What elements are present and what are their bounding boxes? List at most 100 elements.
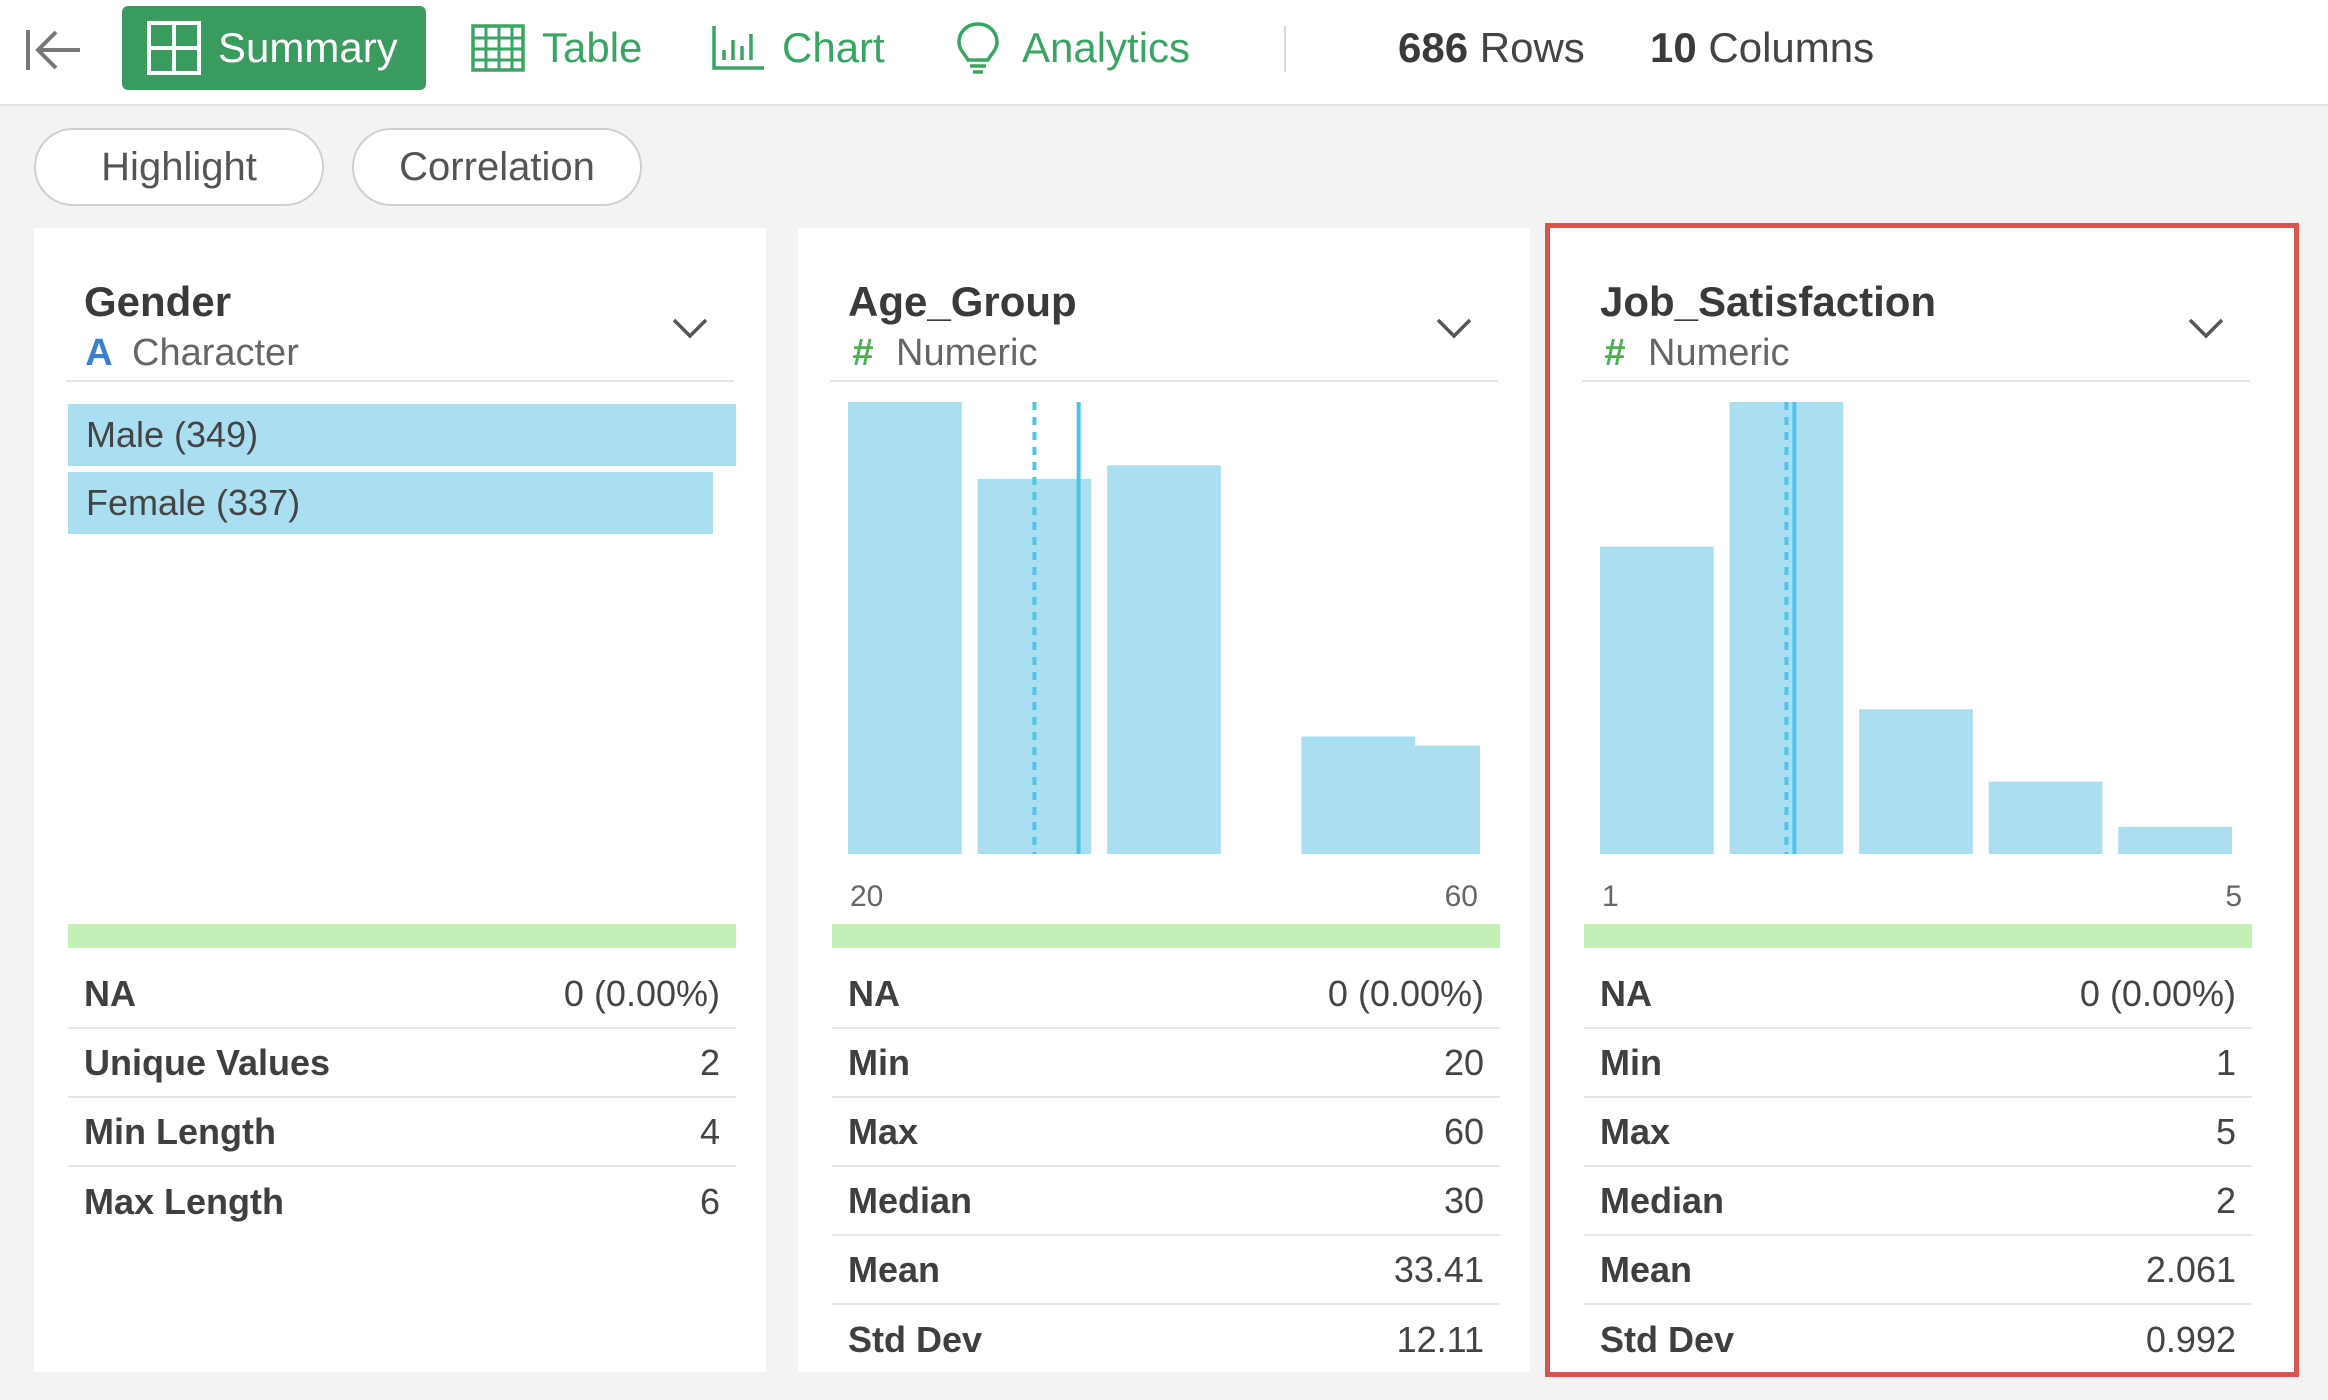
column-count-label: Columns — [1708, 24, 1875, 71]
stat-value: 2.061 — [2145, 1248, 2236, 1290]
stat-row-na: NA 0 (0.00%) — [68, 960, 736, 1029]
stats-table: NA 0 (0.00%) Min 20 Max 60 Median 30 Mea… — [832, 960, 1500, 1374]
tab-chart-label: Chart — [782, 24, 885, 71]
valid-values-bar — [832, 924, 1500, 948]
stat-row-min-length: Min Length 4 — [68, 1098, 736, 1167]
toolbar-divider — [1284, 26, 1286, 72]
stat-key: NA — [84, 972, 136, 1014]
stat-row-unique-values: Unique Values 2 — [68, 1029, 736, 1098]
column-card-age-group: Age_Group # Numeric 20 60 NA 0 (0.00%) M… — [798, 228, 1530, 1372]
stat-key: Mean — [848, 1248, 941, 1290]
character-type-icon: A — [85, 332, 113, 374]
stat-row-max: Max 5 — [1584, 1098, 2252, 1167]
column-type-label: Numeric — [896, 332, 1038, 374]
axis-max-label: 60 — [1444, 880, 1478, 913]
stat-row-mean: Mean 2.061 — [1584, 1236, 2252, 1305]
stat-key: NA — [1600, 972, 1652, 1014]
valid-values-bar — [68, 924, 736, 948]
stat-row-min: Min 1 — [1584, 1029, 2252, 1098]
stat-row-median: Median 2 — [1584, 1167, 2252, 1236]
histogram-bar[interactable] — [2118, 826, 2232, 854]
tab-analytics-label: Analytics — [1022, 24, 1191, 71]
axis-min-label: 1 — [1602, 880, 1619, 913]
highlight-button-label: Highlight — [101, 144, 257, 189]
category-bar-female[interactable]: Female (337) — [68, 472, 714, 534]
column-count: 10 Columns — [1650, 24, 1874, 72]
collapse-left-icon[interactable] — [22, 22, 86, 78]
column-type-label: Character — [132, 332, 299, 374]
row-count: 686 Rows — [1398, 24, 1585, 72]
stat-row-std-dev: Std Dev 0.992 — [1584, 1305, 2252, 1374]
card-header: Gender A Character — [66, 250, 734, 382]
stat-value: 20 — [1443, 1041, 1484, 1083]
histogram-bar[interactable] — [1366, 745, 1480, 854]
histogram — [1582, 392, 2250, 862]
top-toolbar: Summary Table Chart — [0, 0, 2328, 106]
stat-key: Median — [848, 1179, 973, 1221]
valid-values-bar — [1584, 924, 2252, 948]
tab-analytics[interactable]: Analytics — [950, 6, 1190, 90]
column-card-gender: Gender A Character Male (349) Female (33… — [34, 228, 766, 1372]
tab-summary[interactable]: Summary — [122, 6, 426, 90]
chevron-down-icon[interactable] — [2186, 312, 2226, 342]
column-type-label: Numeric — [1648, 332, 1790, 374]
stat-row-std-dev: Std Dev 12.11 — [832, 1305, 1500, 1374]
stat-key: Min Length — [84, 1110, 276, 1152]
histogram-bar[interactable] — [1859, 709, 1973, 854]
tab-chart[interactable]: Chart — [710, 6, 885, 90]
bar-chart-icon — [710, 20, 766, 76]
histogram — [830, 392, 1498, 862]
correlation-button[interactable]: Correlation — [352, 128, 642, 206]
stat-value: 0 (0.00%) — [2079, 972, 2236, 1014]
column-name: Gender — [84, 278, 232, 325]
stat-value: 1 — [2215, 1041, 2236, 1083]
column-type: A Character — [84, 332, 299, 375]
stat-value: 5 — [2215, 1110, 2236, 1152]
axis-max-label: 5 — [2225, 880, 2242, 913]
column-name: Job_Satisfaction — [1600, 278, 1937, 325]
column-card-job-satisfaction[interactable]: Job_Satisfaction # Numeric 1 5 NA 0 (0.0… — [1545, 223, 2299, 1377]
stat-row-na: NA 0 (0.00%) — [1584, 960, 2252, 1029]
stat-value: 0 (0.00%) — [563, 972, 720, 1014]
histogram-bar[interactable] — [1988, 781, 2103, 854]
stat-key: Unique Values — [84, 1041, 331, 1083]
tab-table[interactable]: Table — [470, 6, 642, 90]
histogram-svg — [1600, 402, 2232, 854]
stat-key: Max Length — [84, 1180, 285, 1222]
stat-key: Std Dev — [848, 1318, 983, 1360]
chevron-down-icon[interactable] — [670, 312, 710, 342]
column-type: # Numeric — [848, 332, 1037, 375]
highlight-button[interactable]: Highlight — [34, 128, 324, 206]
histogram-bar[interactable] — [1107, 465, 1221, 854]
column-type: # Numeric — [1600, 332, 1789, 375]
summary-grid-icon — [146, 20, 202, 76]
numeric-type-icon: # — [852, 332, 874, 374]
stat-value: 2 — [2215, 1179, 2236, 1221]
numeric-type-icon: # — [1604, 332, 1626, 374]
stat-key: Median — [1600, 1179, 1725, 1221]
table-icon — [470, 20, 526, 76]
stat-key: Min — [848, 1041, 910, 1083]
column-count-value: 10 — [1650, 24, 1697, 71]
histogram-bar[interactable] — [848, 402, 962, 854]
stat-key: Min — [1600, 1041, 1662, 1083]
stat-value: 30 — [1443, 1179, 1484, 1221]
card-header: Job_Satisfaction # Numeric — [1582, 250, 2250, 382]
chevron-down-icon[interactable] — [1434, 312, 1474, 342]
column-name: Age_Group — [848, 278, 1077, 325]
stat-row-min: Min 20 — [832, 1029, 1500, 1098]
stat-value: 0 (0.00%) — [1327, 972, 1484, 1014]
stat-value: 0.992 — [2145, 1318, 2236, 1360]
stat-value: 6 — [699, 1180, 720, 1222]
stat-value: 4 — [699, 1110, 720, 1152]
stat-key: Mean — [1600, 1248, 1693, 1290]
stat-key: NA — [848, 972, 900, 1014]
stat-value: 12.11 — [1396, 1318, 1484, 1360]
stat-key: Max — [848, 1110, 919, 1152]
category-bar-male[interactable]: Male (349) — [68, 404, 736, 466]
stat-value: 60 — [1443, 1110, 1484, 1152]
card-header: Age_Group # Numeric — [830, 250, 1498, 382]
correlation-button-label: Correlation — [399, 144, 595, 189]
histogram-bar[interactable] — [1600, 546, 1714, 854]
category-label: Female (337) — [86, 482, 301, 523]
